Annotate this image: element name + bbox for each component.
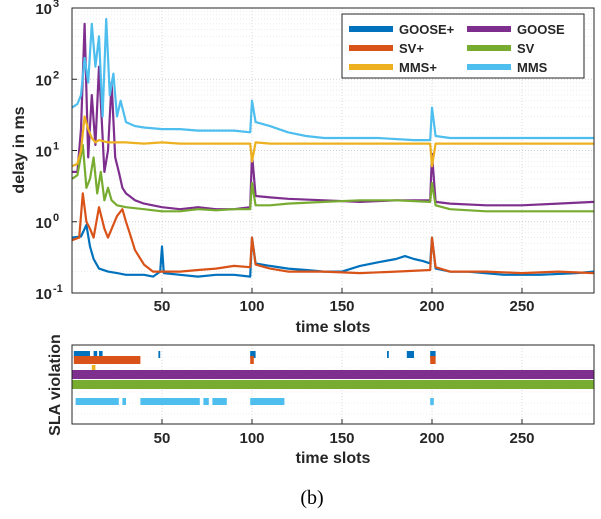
delay-x-tick-label: 100 [239,298,264,315]
delay-y-tick-label: 10 [35,144,52,161]
sla-bar-mms [203,398,209,405]
sla-x-tick-label: 200 [419,430,444,447]
delay-x-tick-label: 50 [154,298,171,315]
sla-bar-goose-plus [73,351,90,358]
sla-bar-goose-plus [99,351,103,358]
sla-bar-goose-plus [93,351,98,358]
sla-bar-mms [140,398,200,405]
sla-bar-sv-plus [250,356,254,364]
sla-x-ticks: 50 100 150 200 250 [154,419,535,447]
sla-x-tick-label: 250 [509,430,534,447]
delay-y-tick-label: 10 [35,1,52,18]
sla-bar-goose-plus [250,351,256,358]
sla-y-axis-label: SLA violation [47,334,64,436]
series-line-mms [71,17,594,142]
sla-bar-sv-plus [430,356,436,364]
figure-caption: (b) [300,487,323,509]
delay-y-tick-exponent: 1 [53,141,59,153]
series-line-mms-plus [71,115,594,168]
delay-y-tick-label: 10 [35,286,52,303]
sla-bar-sv-plus [73,356,141,364]
series-line-sv-plus [71,192,595,275]
delay-series-group [71,17,595,278]
sla-bar-goose [72,370,594,379]
delay-x-tick-label: 150 [329,298,354,315]
sla-chart: 50 100 150 200 250 time slots SLA violation [47,334,595,467]
delay-x-tick-label: 200 [419,298,444,315]
delay-x-axis-label: time slots [296,319,371,336]
legend-items: GOOSE+ GOOSE SV+ SV MMS+ MMS [349,22,565,75]
delay-y-tick-label: 10 [35,72,52,89]
legend-label: GOOSE+ [399,22,455,37]
sla-bar-mms [430,398,434,405]
sla-x-tick-label: 150 [329,430,354,447]
delay-y-axis-label: delay in ms [11,106,28,193]
delay-y-tick-label: 10 [35,215,52,232]
sla-x-axis-label: time slots [296,450,371,467]
sla-bar-goose-plus [158,351,161,358]
sla-bar-goose-plus [387,351,389,358]
delay-x-tick-label: 250 [509,298,534,315]
delay-y-tick-exponent: 3 [53,0,59,10]
sla-bar-mms [212,398,227,405]
delay-x-ticks: 50 100 150 200 250 [154,288,535,315]
legend-label: MMS+ [399,60,437,75]
sla-bar-mms [122,398,126,405]
legend-label: SV [517,41,535,56]
delay-y-tick-exponent: 0 [53,212,59,224]
sla-bar-goose-plus [406,351,414,358]
sla-bars-group [72,351,594,405]
delay-y-tick-exponent: -1 [53,283,63,295]
sla-x-tick-label: 100 [239,430,264,447]
sla-x-tick-label: 50 [154,430,171,447]
sla-bar-mms-plus [91,365,96,370]
legend-label: GOOSE [517,22,565,37]
sla-bar-mms [75,398,119,405]
sla-bar-mms [250,398,285,405]
sla-axes-box [71,344,595,425]
delay-y-tick-exponent: 2 [53,69,59,81]
legend-label: MMS [517,60,548,75]
sla-bar-sv [72,380,594,389]
legend: GOOSE+ GOOSE SV+ SV MMS+ MMS [341,13,585,79]
series-line-sv [71,143,594,213]
legend-label: SV+ [399,41,424,56]
sla-bar-goose-plus [430,351,436,358]
